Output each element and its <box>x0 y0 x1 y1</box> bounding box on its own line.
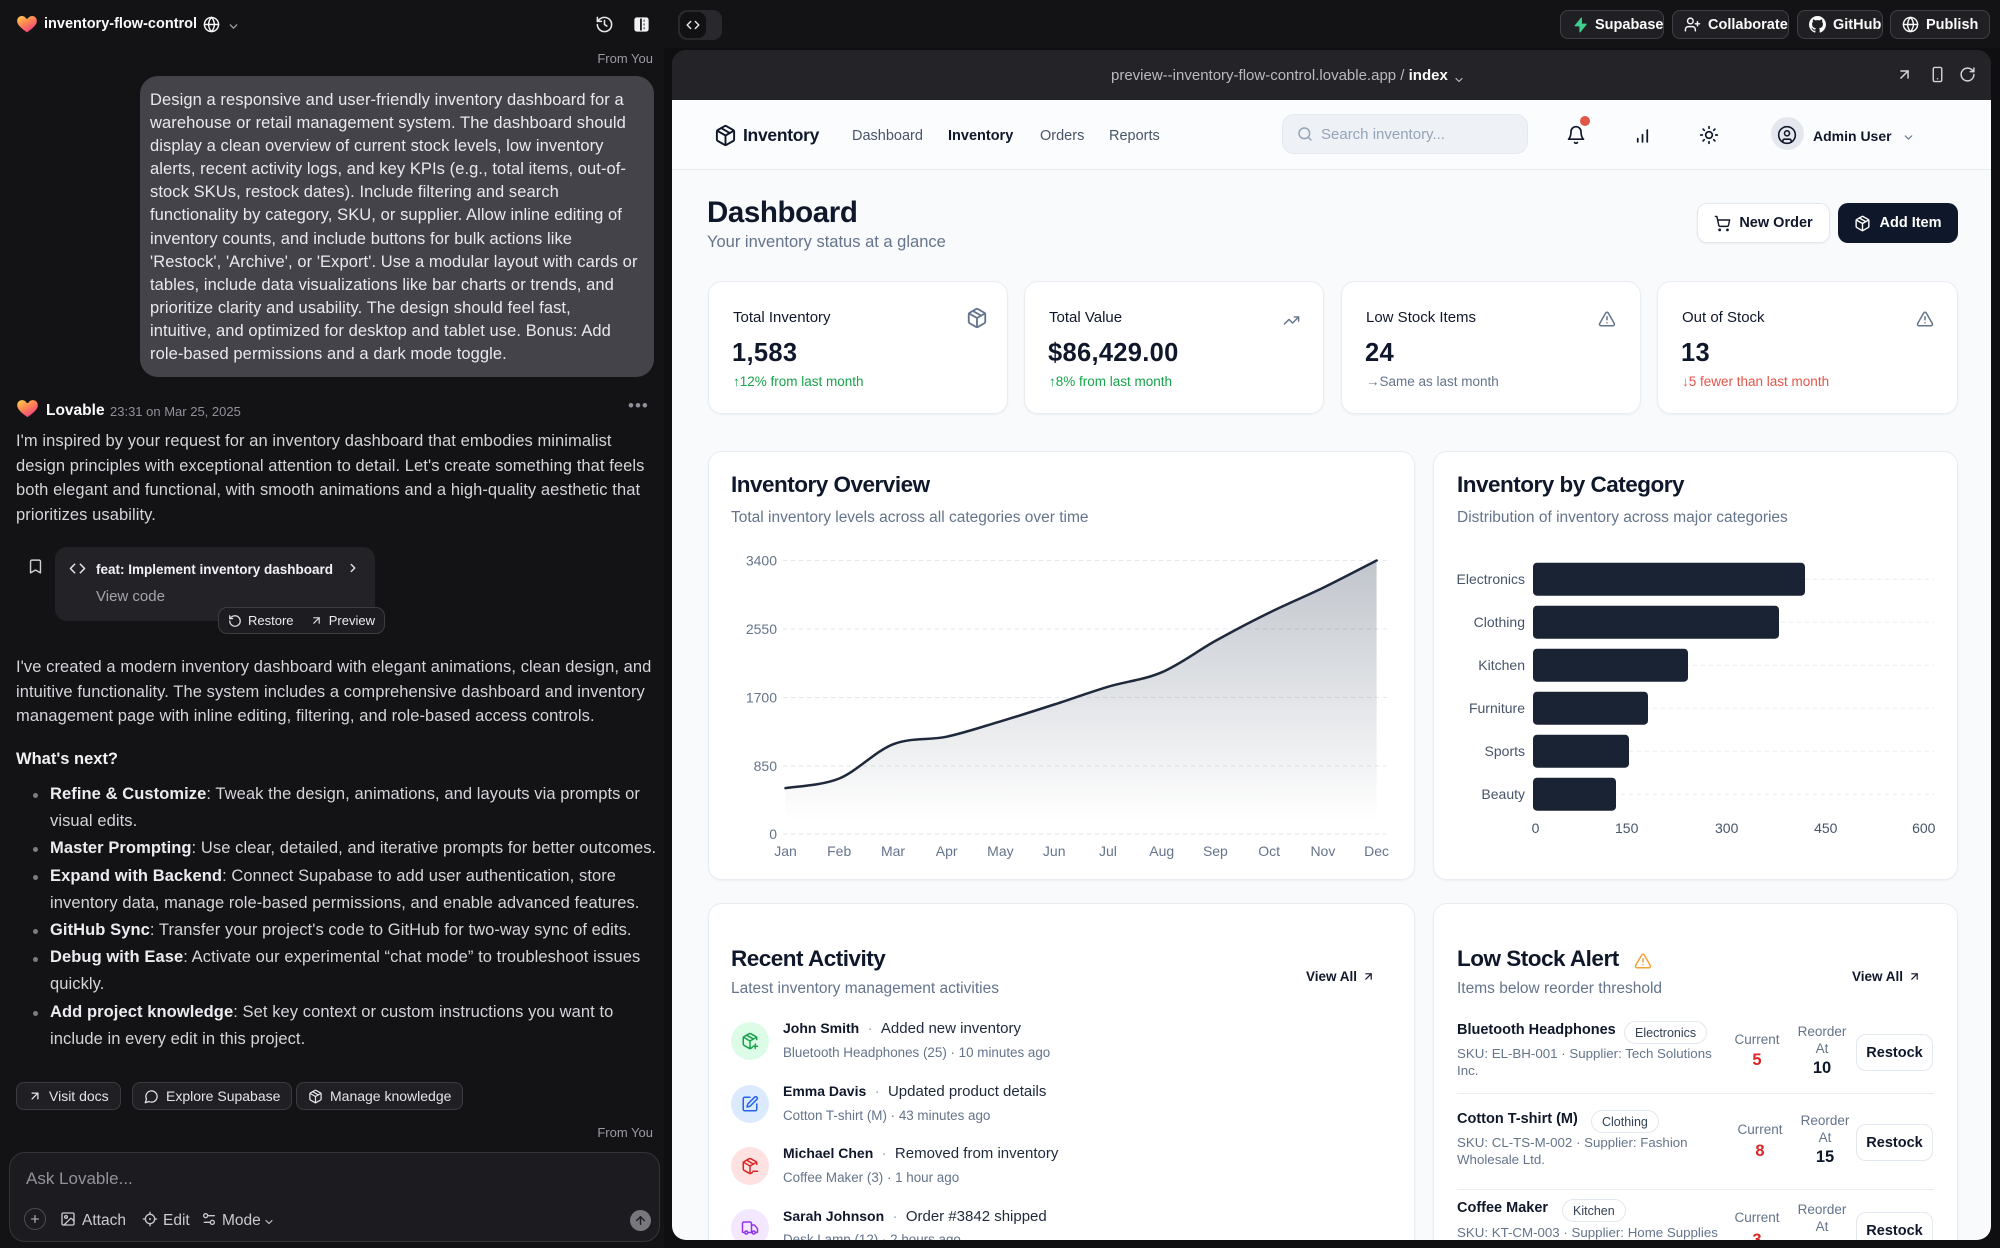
svg-text:1700: 1700 <box>746 690 777 706</box>
svg-text:Sep: Sep <box>1203 843 1228 859</box>
svg-text:Clothing: Clothing <box>1474 614 1525 630</box>
svg-text:Mar: Mar <box>881 843 905 859</box>
svg-text:Sports: Sports <box>1485 743 1525 759</box>
svg-text:850: 850 <box>754 758 778 774</box>
svg-text:Jan: Jan <box>774 843 797 859</box>
svg-text:Nov: Nov <box>1310 843 1335 859</box>
svg-text:Furniture: Furniture <box>1469 700 1525 716</box>
svg-text:300: 300 <box>1715 820 1739 836</box>
svg-text:May: May <box>987 843 1013 859</box>
svg-text:Electronics: Electronics <box>1457 571 1525 587</box>
svg-text:600: 600 <box>1912 820 1936 836</box>
svg-text:Jul: Jul <box>1099 843 1117 859</box>
svg-text:Dec: Dec <box>1364 843 1389 859</box>
svg-text:Aug: Aug <box>1149 843 1174 859</box>
svg-text:Jun: Jun <box>1043 843 1066 859</box>
svg-text:0: 0 <box>1532 820 1540 836</box>
svg-text:Beauty: Beauty <box>1481 786 1525 802</box>
svg-text:0: 0 <box>769 826 777 842</box>
svg-text:Apr: Apr <box>936 843 958 859</box>
svg-text:3400: 3400 <box>746 553 777 569</box>
svg-text:Kitchen: Kitchen <box>1478 657 1525 673</box>
svg-text:Feb: Feb <box>827 843 851 859</box>
svg-text:Oct: Oct <box>1258 843 1280 859</box>
svg-text:150: 150 <box>1615 820 1639 836</box>
svg-text:450: 450 <box>1814 820 1838 836</box>
svg-text:2550: 2550 <box>746 621 777 637</box>
